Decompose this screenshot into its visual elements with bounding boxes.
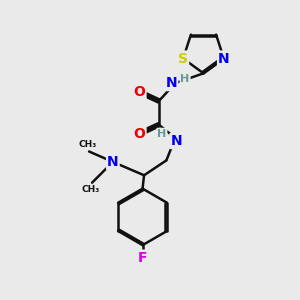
Text: S: S	[178, 52, 188, 65]
Text: N: N	[107, 155, 119, 169]
Text: H: H	[157, 129, 167, 139]
Text: CH₃: CH₃	[81, 185, 100, 194]
Text: O: O	[134, 127, 146, 141]
Text: H: H	[180, 74, 190, 84]
Text: O: O	[134, 85, 146, 99]
Text: N: N	[166, 76, 177, 90]
Text: N: N	[218, 52, 230, 65]
Text: CH₃: CH₃	[79, 140, 97, 149]
Text: N: N	[170, 134, 182, 148]
Text: F: F	[138, 250, 147, 265]
